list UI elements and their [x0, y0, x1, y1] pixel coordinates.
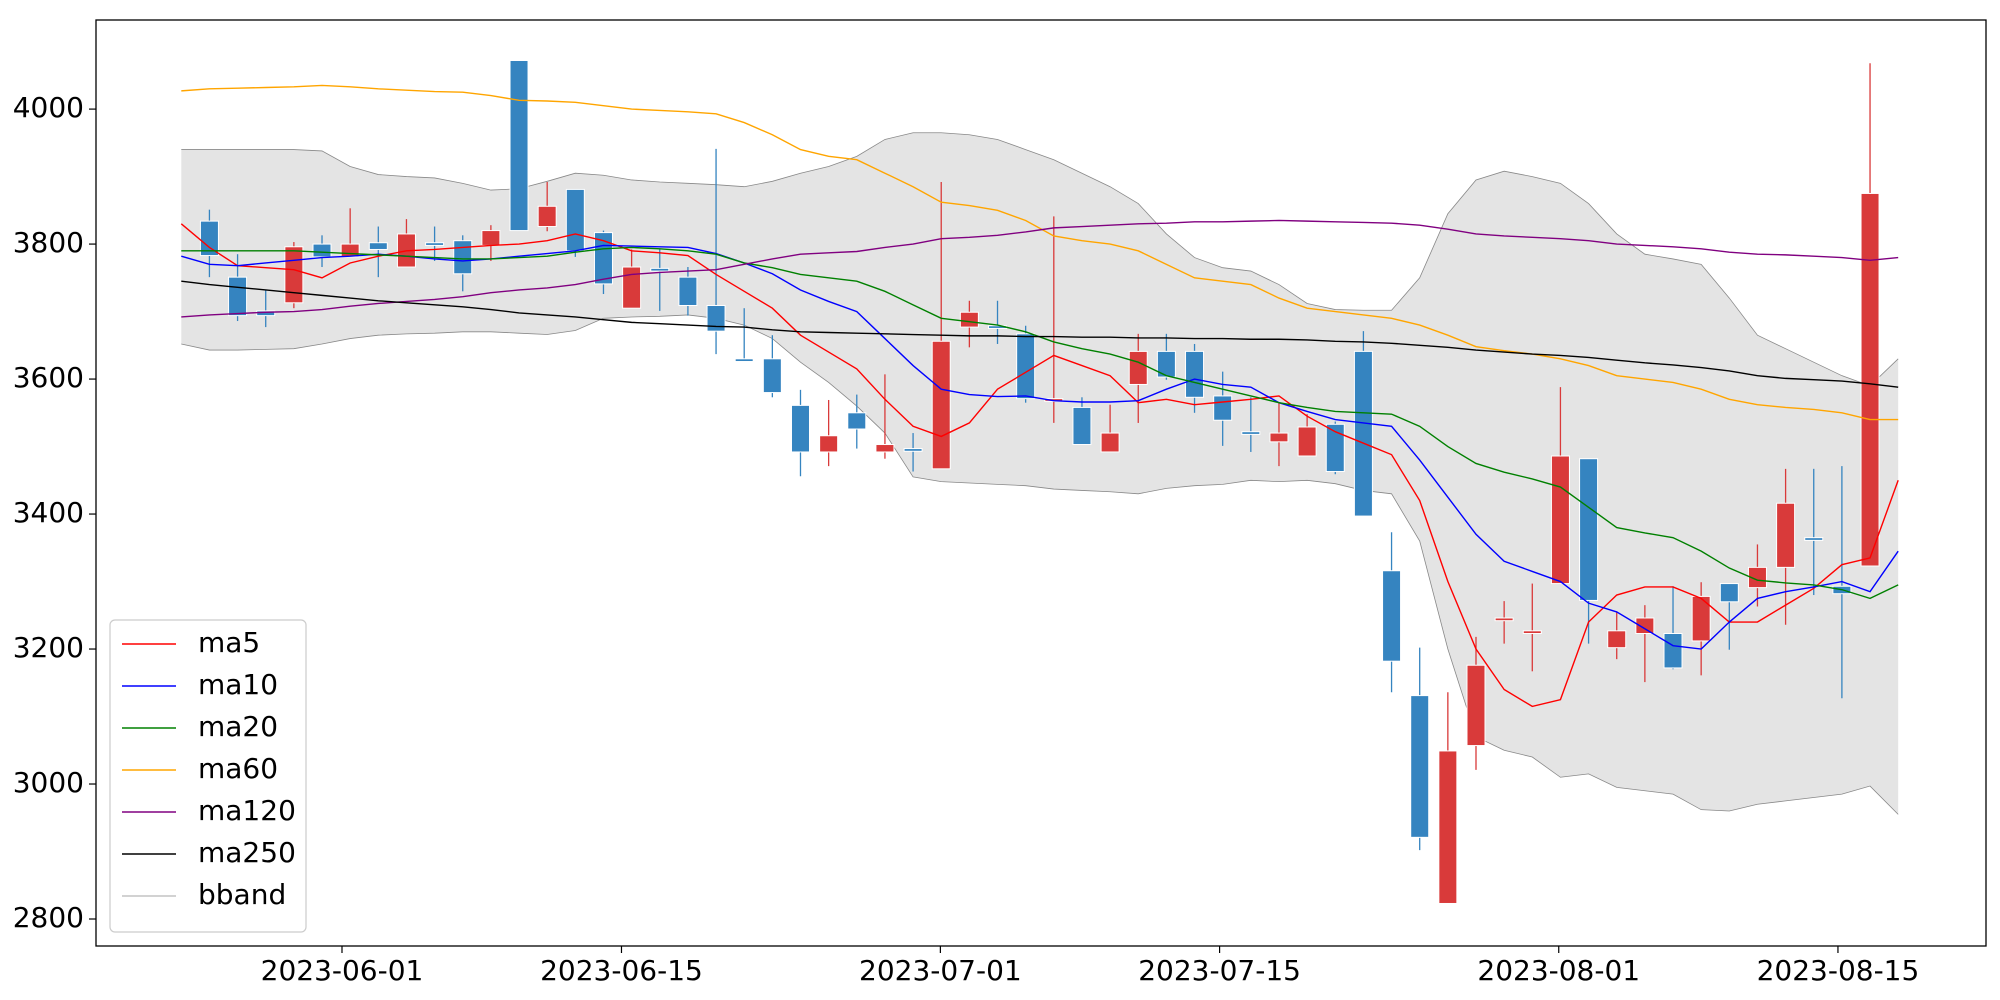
legend-label: ma60: [198, 752, 278, 785]
x-tick-label: 2023-08-15: [1757, 954, 1920, 987]
candle-body: [1550, 455, 1570, 585]
y-tick-label: 3000: [13, 766, 84, 799]
legend-label: ma250: [198, 836, 296, 869]
candle-body: [284, 246, 304, 304]
x-tick-label: 2023-07-15: [1138, 954, 1301, 987]
candle-body: [340, 243, 360, 258]
bband-edge: [181, 314, 1899, 815]
ma-line: [181, 219, 1899, 318]
candle-body: [931, 340, 951, 470]
candle-body: [1466, 664, 1486, 747]
candle-body: [706, 304, 726, 332]
candle-body: [875, 444, 895, 453]
candle-body: [1185, 350, 1205, 398]
candle-body: [1128, 350, 1148, 385]
legend-label: ma20: [198, 710, 278, 743]
candle-body: [622, 266, 642, 309]
candle-body: [1804, 537, 1824, 541]
candle-body: [509, 59, 529, 232]
candle-body: [1522, 630, 1542, 635]
candle-body: [1269, 432, 1289, 443]
candle-body: [1213, 395, 1233, 421]
candle-body: [1747, 566, 1767, 589]
candle-body: [425, 242, 445, 246]
candle-body: [565, 188, 585, 252]
candle-body: [1691, 595, 1711, 642]
candle-body: [650, 267, 670, 272]
legend: ma5 ma10 ma20 ma60 ma120 ma250 bband: [109, 619, 307, 933]
ma-line: [181, 84, 1899, 421]
candle-body: [1607, 630, 1627, 649]
candle-body: [1353, 350, 1373, 517]
candle-body: [1100, 432, 1120, 453]
y-tick-label: 3800: [13, 226, 84, 259]
candle-body: [1635, 617, 1655, 635]
legend-label: ma5: [198, 626, 260, 659]
candle-body: [819, 435, 839, 453]
candle-body: [1438, 750, 1458, 904]
candle-body: [199, 220, 219, 257]
candle-body: [959, 311, 979, 328]
candle-body: [678, 276, 698, 306]
candle-body: [1241, 431, 1261, 435]
candle-body: [734, 358, 754, 363]
candle-body: [453, 240, 473, 275]
candle-body: [537, 205, 557, 228]
candle-body: [1494, 617, 1514, 622]
legend-label: bband: [198, 878, 286, 911]
legend-label: ma10: [198, 668, 278, 701]
x-tick-label: 2023-06-01: [261, 954, 424, 987]
candle-body: [762, 358, 782, 394]
ma-line: [181, 244, 1899, 650]
y-tick-label: 4000: [13, 91, 84, 124]
plot-frame: [95, 19, 1987, 947]
ma-line: [181, 280, 1899, 388]
y-tick-label: 2800: [13, 901, 84, 934]
candle-body: [481, 230, 501, 246]
bband-area: [181, 132, 1899, 815]
candle-body: [1297, 426, 1317, 457]
candle-body: [790, 404, 810, 453]
candle-body: [228, 276, 248, 317]
candle-body: [1156, 350, 1176, 378]
candle-body: [1663, 633, 1683, 669]
y-tick-label: 3400: [13, 496, 84, 529]
candle-body: [368, 242, 388, 250]
candle-body: [847, 412, 867, 430]
candle-body: [1719, 583, 1739, 603]
legend-label: ma120: [198, 794, 296, 827]
candle-body: [1579, 458, 1599, 601]
candle-body: [1016, 333, 1036, 400]
candle-body: [903, 448, 923, 452]
ma-line: [180, 223, 1899, 708]
candle-body: [1325, 423, 1345, 473]
x-tick-label: 2023-08-01: [1477, 954, 1640, 987]
candle-body: [1382, 570, 1402, 662]
candle-body: [1860, 192, 1880, 567]
x-tick-label: 2023-07-01: [859, 954, 1022, 987]
candle-body: [1410, 695, 1430, 838]
x-tick-label: 2023-06-15: [540, 954, 703, 987]
candle-body: [312, 243, 332, 258]
bband-edge: [181, 132, 1899, 387]
candle-body: [1072, 406, 1092, 446]
y-tick-label: 3200: [13, 631, 84, 664]
candle-body: [1776, 502, 1796, 568]
y-tick-label: 3600: [13, 361, 84, 394]
